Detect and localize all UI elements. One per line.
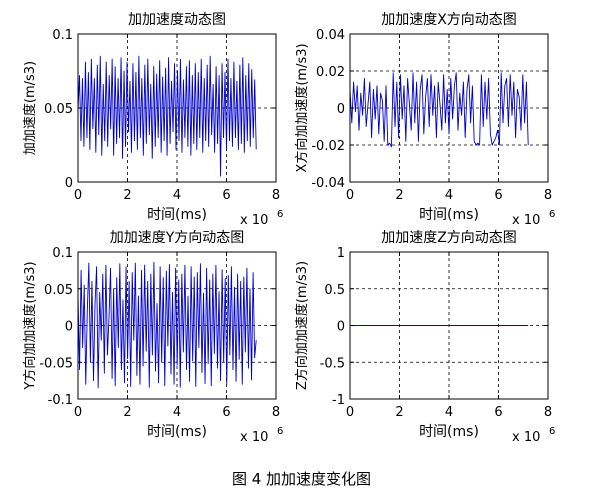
x-tick-label: 8 [544, 188, 552, 203]
y-axis-label: 加加速度(m/s3) [22, 61, 38, 155]
y-tick-label: 0.05 [44, 102, 73, 117]
x-tick-label: 4 [173, 405, 181, 420]
y-tick-label: 0 [65, 320, 73, 335]
x-tick-label: 0 [74, 188, 82, 203]
x-tick-label: 4 [173, 188, 181, 203]
x-exponent-power: 6 [549, 209, 555, 220]
subplot-2: 0 2 4 6 8 -0.04 -0.02 0 0.02 0.04 加加速度X方向动态图时间(ms)… [294, 12, 555, 228]
x-tick-label: 6 [494, 405, 502, 420]
x-exponent-power: 6 [277, 426, 283, 437]
x-exponent-power: 6 [549, 426, 555, 437]
y-tick-label: 1 [337, 246, 345, 261]
x-axis-label: 时间(ms) [147, 424, 207, 440]
chart-title: 加加速度动态图 [128, 12, 226, 28]
y-tick-label: 0.02 [316, 65, 345, 80]
x-exponent-label: x 10 [512, 430, 540, 445]
x-tick-label: 2 [395, 188, 403, 203]
y-axis-label: X方向加加速度(m/s3) [294, 43, 310, 172]
series-line [77, 55, 257, 177]
y-tick-label: 0.5 [324, 283, 345, 298]
chart-title: 加加速度Z方向动态图 [381, 230, 517, 246]
y-tick-label: -1 [332, 393, 345, 408]
chart-title: 加加速度Y方向动态图 [110, 230, 245, 246]
x-tick-label: 8 [272, 188, 280, 203]
y-tick-label: 0.1 [52, 28, 73, 43]
y-axis-label: Z方向加加速度(m/s3) [294, 261, 310, 390]
x-exponent-power: 6 [277, 209, 283, 220]
series-line [349, 72, 529, 148]
x-tick-label: 4 [445, 405, 453, 420]
figure-caption: 图 4 加加速度变化图 [231, 470, 372, 488]
x-tick-label: 8 [544, 405, 552, 420]
x-tick-label: 6 [494, 188, 502, 203]
chart-title: 加加速度X方向动态图 [381, 12, 517, 28]
x-axis-label: 时间(ms) [419, 424, 479, 440]
y-tick-label: -0.5 [320, 356, 345, 371]
x-tick-label: 2 [123, 188, 131, 203]
y-tick-label: 0 [337, 102, 345, 117]
x-tick-label: 8 [272, 405, 280, 420]
y-tick-label: 0.1 [52, 246, 73, 261]
x-tick-label: 2 [395, 405, 403, 420]
x-tick-label: 2 [123, 405, 131, 420]
y-tick-label: -0.1 [48, 393, 73, 408]
x-exponent-label: x 10 [240, 430, 268, 445]
x-exponent-label: x 10 [240, 213, 268, 228]
x-tick-label: 6 [222, 405, 230, 420]
x-tick-label: 4 [445, 188, 453, 203]
y-tick-label: 0.04 [316, 28, 345, 43]
x-axis-label: 时间(ms) [419, 207, 479, 223]
x-tick-label: 6 [222, 188, 230, 203]
x-axis-label: 时间(ms) [147, 207, 207, 223]
x-tick-label: 0 [346, 188, 354, 203]
series-line [77, 261, 257, 389]
y-tick-label: 0 [65, 176, 73, 191]
x-tick-label: 0 [346, 405, 354, 420]
y-tick-label: 0.05 [44, 283, 73, 298]
x-tick-label: 0 [74, 405, 82, 420]
x-exponent-label: x 10 [512, 213, 540, 228]
grid [78, 252, 276, 399]
y-axis-label: Y方向加加速度(m/s3) [22, 261, 38, 390]
y-tick-label: -0.05 [39, 356, 73, 371]
y-tick-label: -0.04 [311, 176, 345, 191]
y-tick-label: -0.02 [311, 139, 345, 154]
y-tick-label: 0 [337, 320, 345, 335]
